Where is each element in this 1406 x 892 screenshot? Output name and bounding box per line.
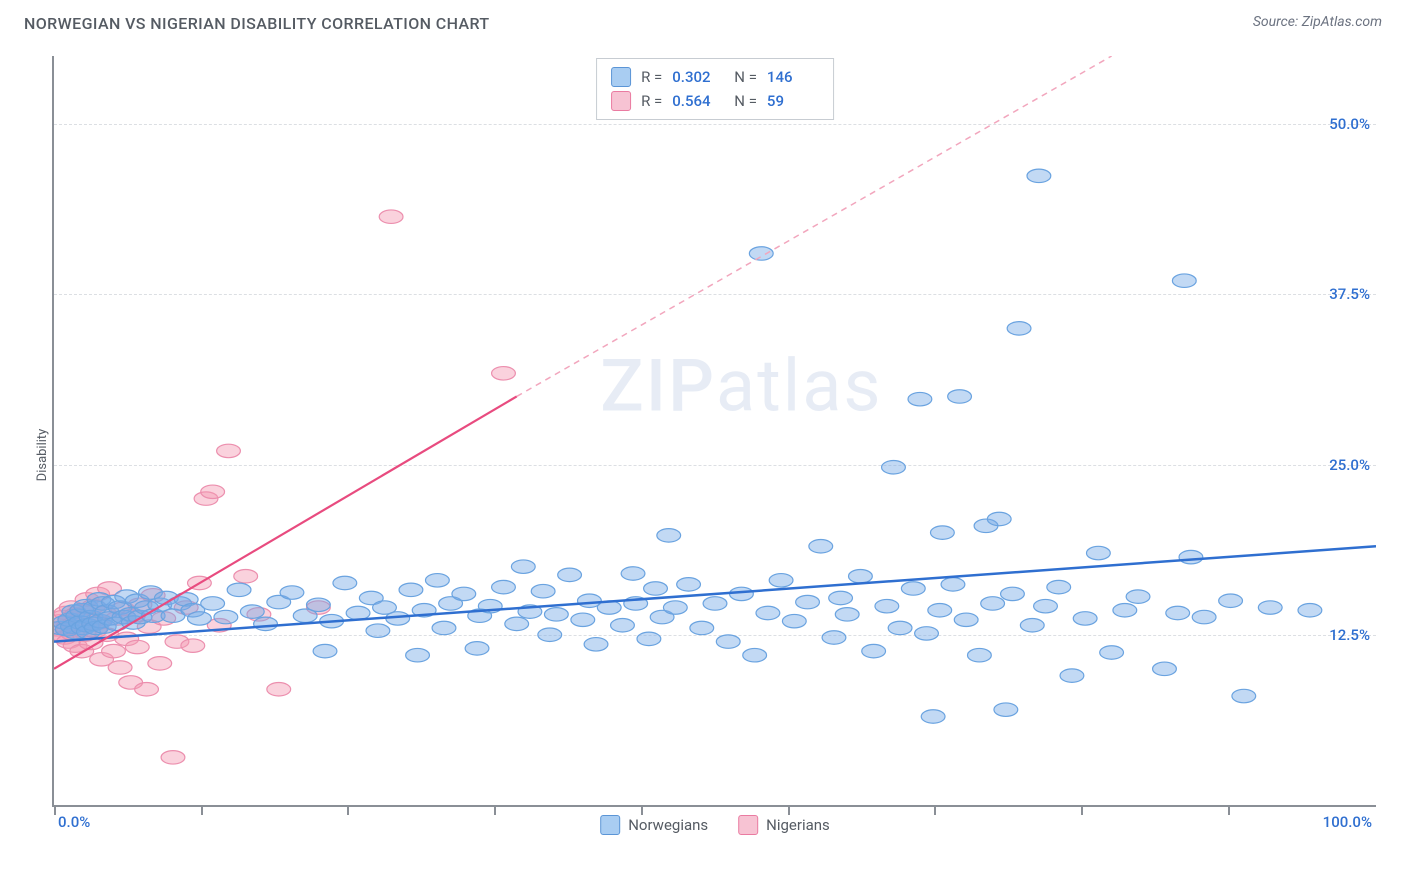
swatch-nigerians-bottom: [738, 815, 758, 835]
legend-row-nigerians: R = 0.564 N = 59: [611, 89, 819, 113]
legend-item-nigerians: Nigerians: [738, 815, 830, 835]
r-value-norwegians: 0.302: [672, 65, 724, 89]
x-tick: [641, 807, 643, 815]
swatch-norwegians: [611, 67, 631, 87]
legend-row-norwegians: R = 0.302 N = 146: [611, 65, 819, 89]
x-tick: [494, 807, 496, 815]
n-value-norwegians: 146: [767, 65, 819, 89]
x-tick: [788, 807, 790, 815]
x-tick: [1081, 807, 1083, 815]
x-tick: [54, 807, 56, 815]
plot-area: ZIPatlas R = 0.302 N = 146 R = 0.564 N =…: [52, 56, 1376, 807]
scatter-svg: [54, 56, 1376, 805]
r-value-nigerians: 0.564: [672, 89, 724, 113]
x-tick: [347, 807, 349, 815]
series-legend: Norwegians Nigerians: [600, 815, 830, 835]
n-value-nigerians: 59: [767, 89, 819, 113]
y-axis-label: Disability: [35, 429, 50, 482]
x-max-label: 100.0%: [1323, 813, 1372, 831]
chart-container: Disability ZIPatlas R = 0.302 N = 146 R …: [22, 48, 1384, 862]
x-tick: [201, 807, 203, 815]
x-min-label: 0.0%: [58, 813, 90, 831]
swatch-nigerians: [611, 91, 631, 111]
swatch-norwegians-bottom: [600, 815, 620, 835]
legend-item-norwegians: Norwegians: [600, 815, 708, 835]
chart-title: NORWEGIAN VS NIGERIAN DISABILITY CORRELA…: [24, 14, 490, 33]
x-tick: [1228, 807, 1230, 815]
correlation-legend: R = 0.302 N = 146 R = 0.564 N = 59: [596, 58, 834, 120]
x-tick: [934, 807, 936, 815]
source-attribution: Source: ZipAtlas.com: [1253, 14, 1382, 30]
